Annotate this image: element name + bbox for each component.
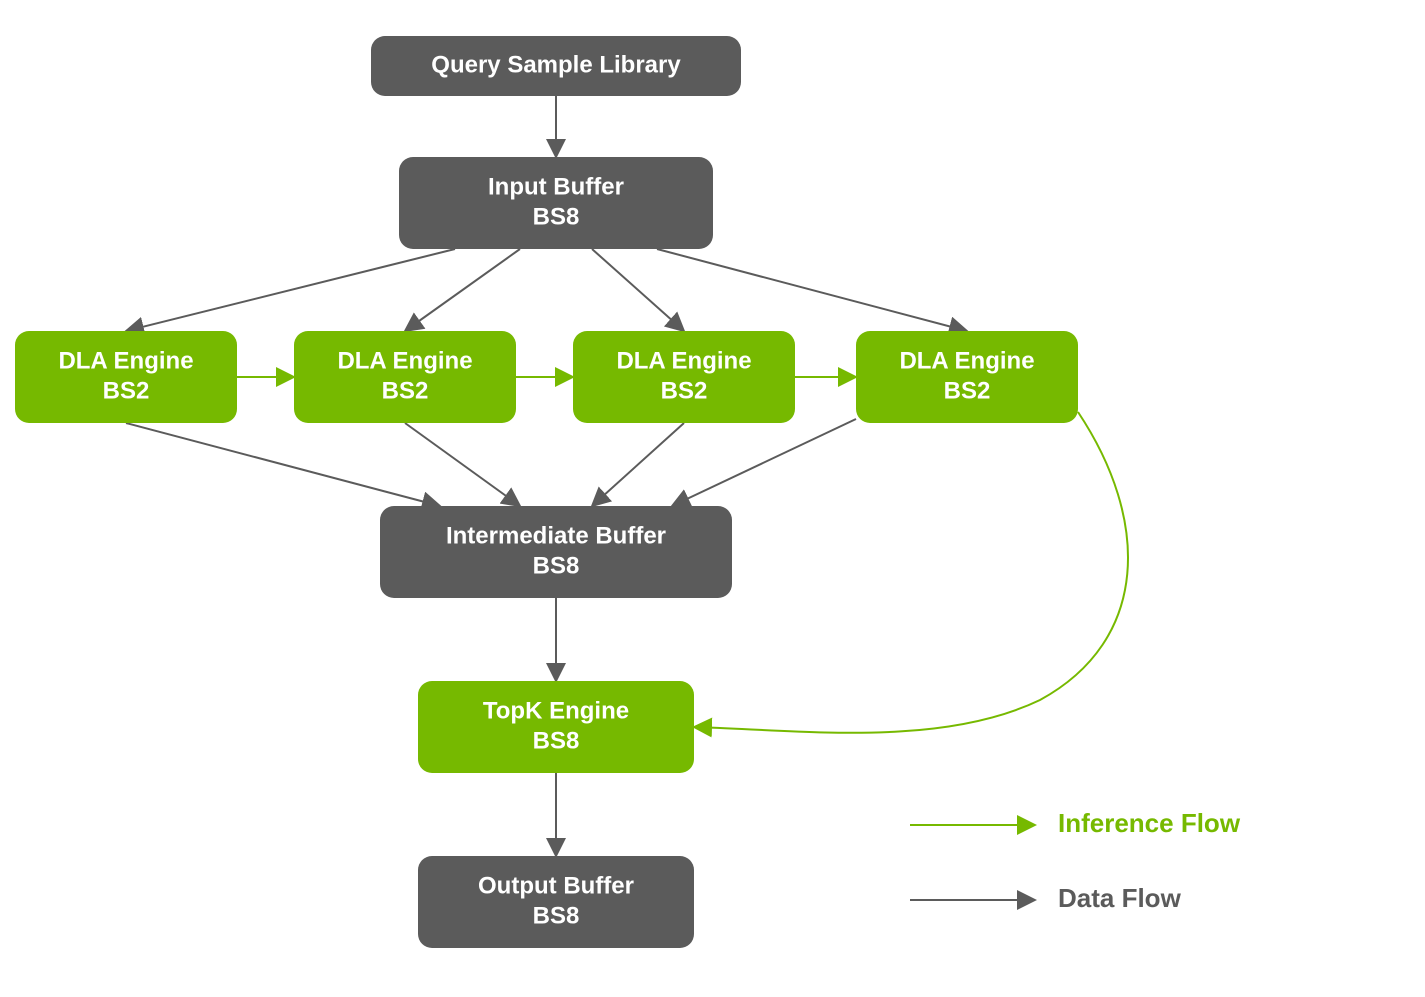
- node-label: Output Buffer: [478, 872, 634, 899]
- node-dla0: DLA Engine BS2: [15, 331, 237, 423]
- node-label: DLA Engine: [58, 347, 193, 374]
- node-topk: TopK Engine BS8: [418, 681, 694, 773]
- node-ibuf: Intermediate Buffer BS8: [380, 506, 732, 598]
- node-dla3: DLA Engine BS2: [856, 331, 1078, 423]
- node-dla2: DLA Engine BS2: [573, 331, 795, 423]
- edge: [694, 412, 1128, 733]
- edge: [126, 423, 440, 506]
- edge: [592, 249, 684, 331]
- node-label: Query Sample Library: [431, 51, 681, 78]
- node-dla1: DLA Engine BS2: [294, 331, 516, 423]
- edge: [126, 249, 455, 331]
- node-label: BS2: [944, 377, 991, 404]
- node-label: BS8: [533, 902, 580, 929]
- node-label: DLA Engine: [899, 347, 1034, 374]
- legend-label: Data Flow: [1058, 883, 1182, 913]
- legend: Inference Flow Data Flow: [910, 808, 1241, 913]
- node-label: Intermediate Buffer: [446, 522, 666, 549]
- node-label: BS8: [533, 552, 580, 579]
- edge: [405, 249, 520, 331]
- node-inbuf: Input Buffer BS8: [399, 157, 713, 249]
- node-label: TopK Engine: [483, 697, 629, 724]
- node-qsl: Query Sample Library: [371, 36, 741, 96]
- edge: [672, 419, 856, 506]
- flowchart: Query Sample Library Input Buffer BS8 DLA E…: [0, 0, 1425, 997]
- edge: [405, 423, 520, 506]
- node-label: BS2: [103, 377, 150, 404]
- node-label: BS8: [533, 727, 580, 754]
- node-label: DLA Engine: [616, 347, 751, 374]
- node-label: DLA Engine: [337, 347, 472, 374]
- nodes: Query Sample Library Input Buffer BS8 DLA E…: [15, 36, 1078, 948]
- node-obuf: Output Buffer BS8: [418, 856, 694, 948]
- node-label: Input Buffer: [488, 173, 624, 200]
- node-label: BS2: [661, 377, 708, 404]
- node-label: BS8: [533, 203, 580, 230]
- edge: [592, 423, 684, 506]
- edge: [657, 249, 967, 331]
- node-label: BS2: [382, 377, 429, 404]
- legend-label: Inference Flow: [1058, 808, 1241, 838]
